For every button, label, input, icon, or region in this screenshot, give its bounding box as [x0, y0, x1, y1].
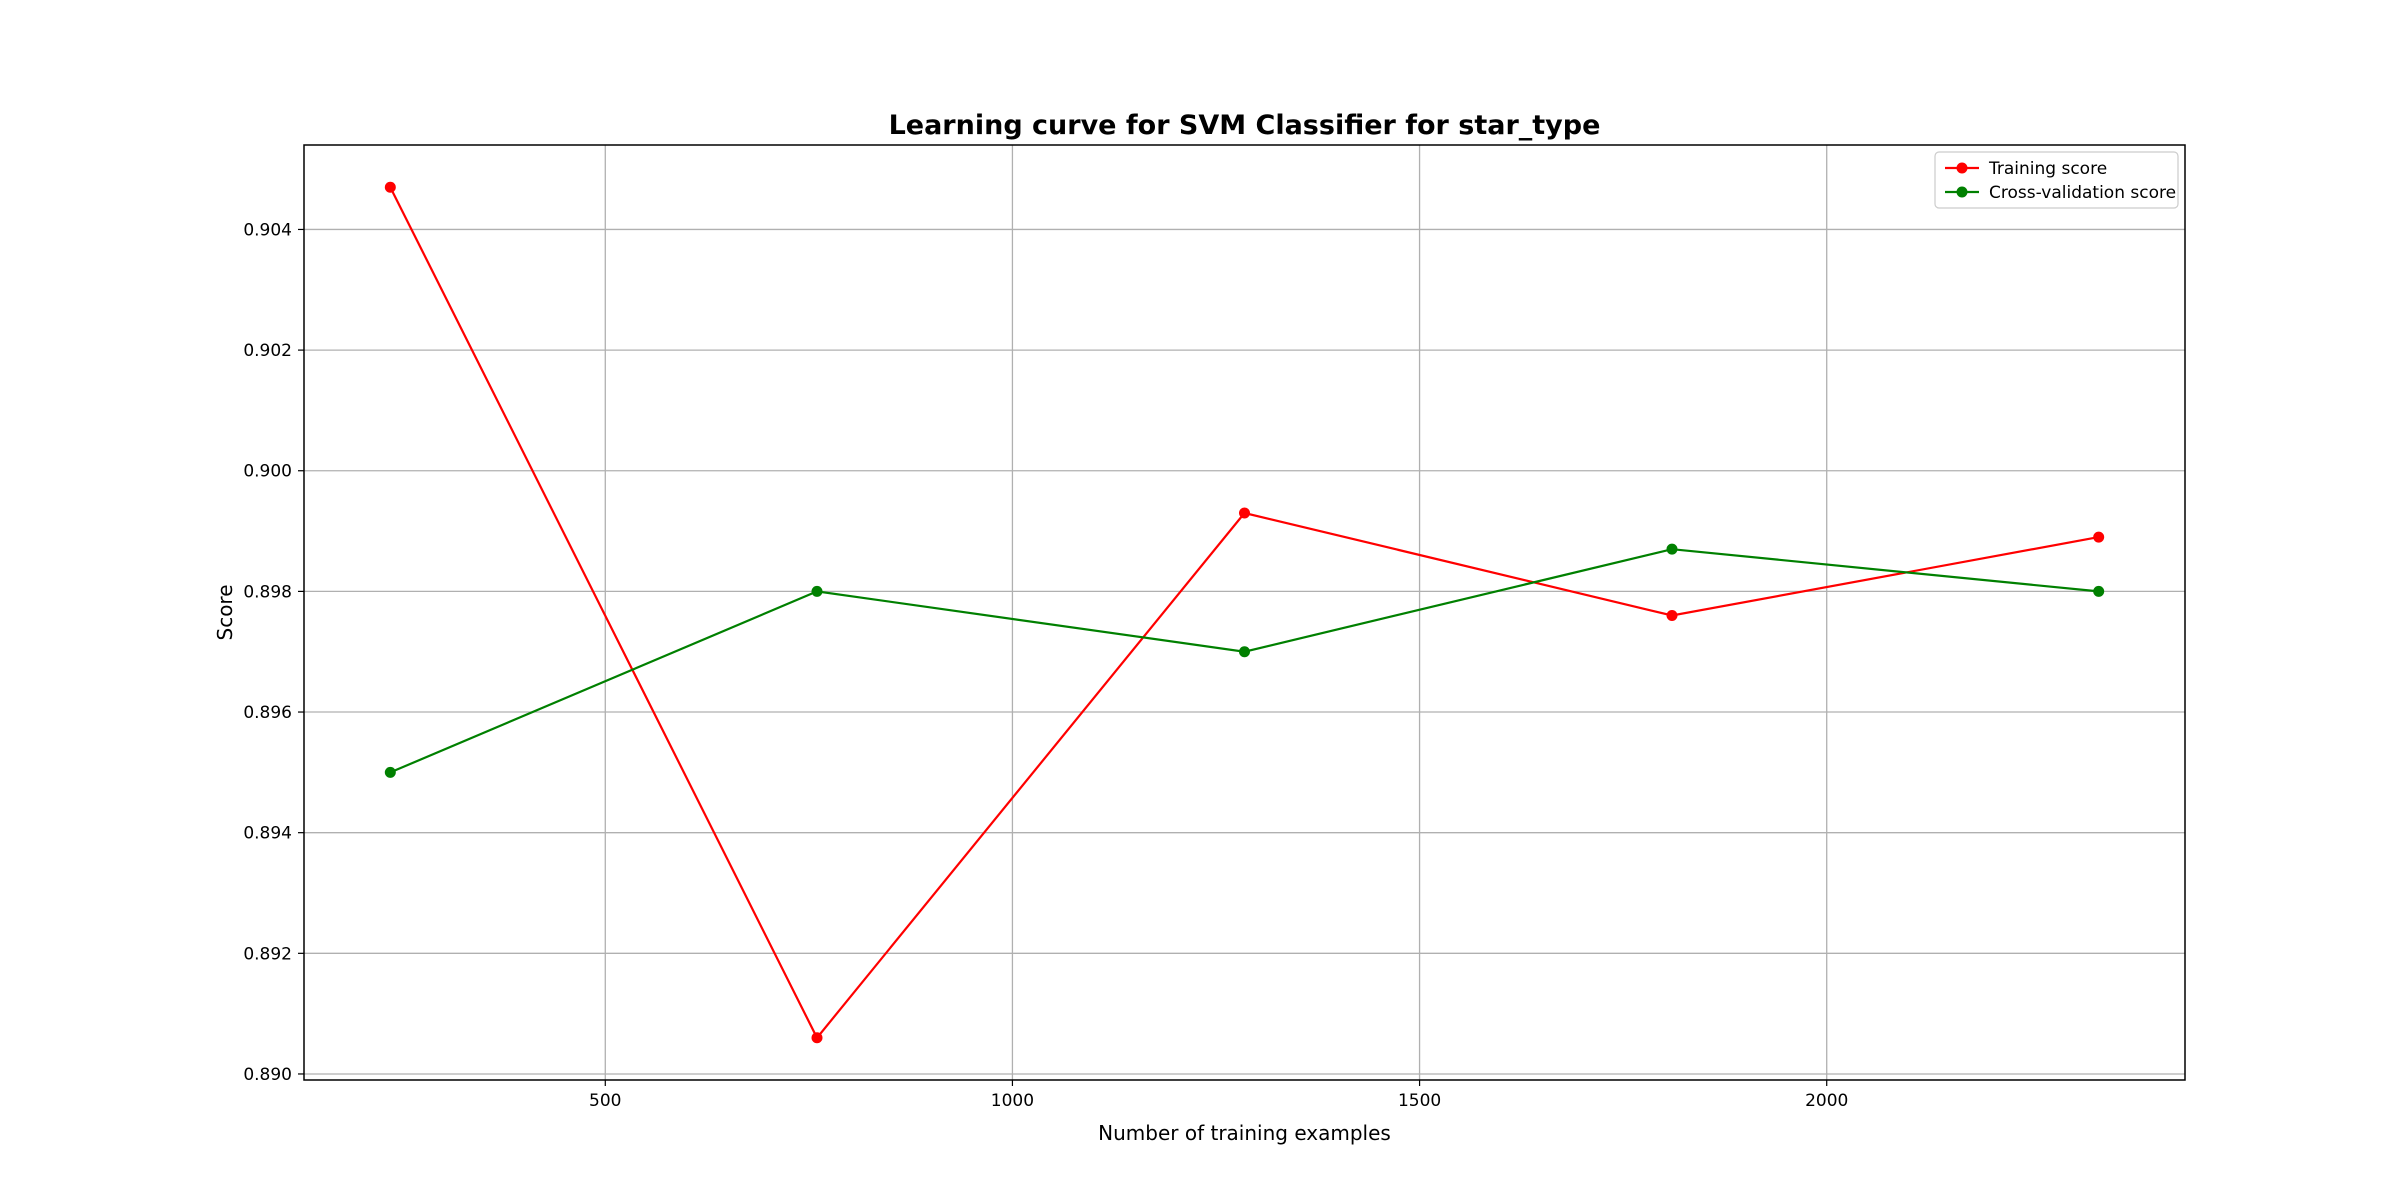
series-0-point	[811, 1032, 823, 1044]
y-axis-label: Score	[213, 584, 237, 640]
legend-box	[1934, 151, 2179, 209]
axis-ticks: 500 1000 1500 2000 0.890 0.892 0.894 0.896 0.898…	[243, 220, 1848, 1111]
y-tick-label: 0.900	[243, 462, 292, 482]
y-tick-label: 0.904	[243, 220, 292, 240]
series-1-point	[2093, 585, 2105, 597]
chart-title: Learning curve for SVM Classifier for st…	[889, 110, 1601, 141]
grid-lines	[304, 145, 2185, 1080]
y-tick-label: 0.902	[243, 341, 292, 361]
series-0-point	[1666, 610, 1678, 622]
x-tick-label: 1500	[1398, 1091, 1441, 1111]
y-tick-label: 0.898	[243, 582, 292, 602]
legend-swatch-marker	[1956, 186, 1968, 198]
x-tick-label: 2000	[1805, 1091, 1848, 1111]
y-tick-label: 0.894	[243, 824, 292, 844]
series-0-point	[1239, 507, 1250, 519]
series-0-point	[384, 181, 396, 193]
legend-label: Training score	[1988, 159, 2107, 179]
series-1-point	[384, 766, 396, 778]
y-tick-label: 0.890	[243, 1065, 292, 1085]
y-tick-label: 0.896	[243, 703, 292, 723]
legend-label: Cross-validation score	[1989, 183, 2176, 203]
y-tick-label: 0.892	[243, 944, 292, 964]
series-1-point	[811, 585, 823, 597]
series-1-point	[1239, 646, 1250, 658]
x-axis-label: Number of training examples	[1098, 1121, 1391, 1145]
series-1-point	[1666, 543, 1678, 555]
series-0-point	[2093, 531, 2105, 543]
series-layer	[384, 181, 2105, 1044]
x-tick-label: 1000	[991, 1091, 1034, 1111]
x-tick-label: 500	[589, 1091, 621, 1111]
legend: Training score Cross-validation score	[1934, 151, 2179, 209]
series-line-0	[389, 186, 2099, 1040]
series-line-1	[389, 548, 2099, 774]
legend-swatch-marker	[1956, 162, 1968, 174]
plot-area-frame	[303, 144, 2186, 1081]
